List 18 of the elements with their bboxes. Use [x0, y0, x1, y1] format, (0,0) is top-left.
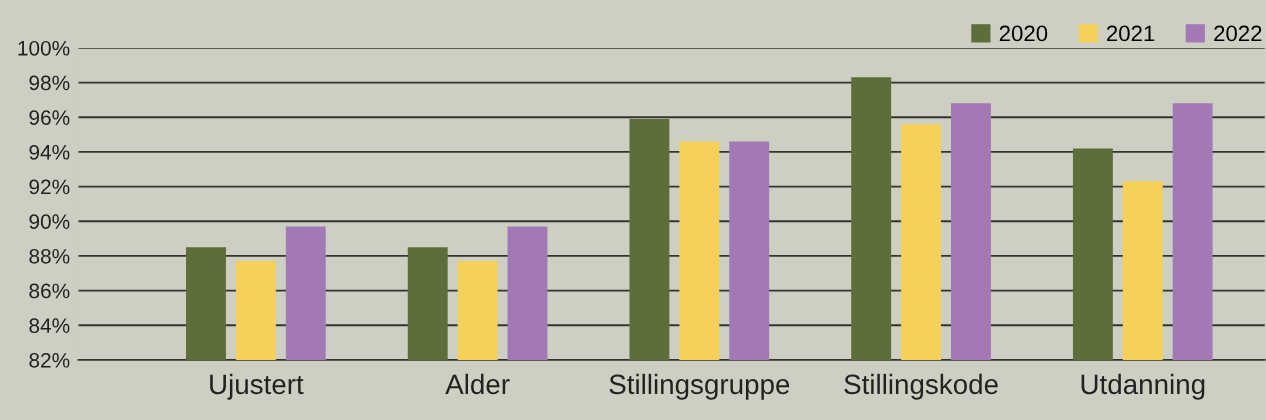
y-tick-label: 82% — [29, 352, 70, 368]
x-tick-label: Stillingsgruppe — [609, 373, 790, 400]
y-tick-label: 88% — [29, 248, 70, 264]
x-tick-label: Ujustert — [210, 373, 304, 400]
y-tick-label: 84% — [29, 318, 70, 334]
y-tick-label: 98% — [29, 75, 70, 91]
y-tick-label: 92% — [29, 179, 70, 195]
y-tick-label: 94% — [29, 144, 70, 160]
y-tick-label: 100% — [18, 40, 70, 56]
y-tick-label: 96% — [29, 110, 70, 125]
x-tick-label: Utdanning — [1081, 373, 1205, 400]
legend-label: 2020 — [999, 25, 1048, 42]
y-tick-label: 86% — [29, 283, 70, 299]
x-tick-label: Alder — [445, 373, 510, 395]
y-tick-label: 90% — [29, 214, 70, 229]
legend-label: 2021 — [1106, 25, 1155, 42]
legend-label: 2022 — [1214, 25, 1262, 42]
x-tick-label: Stillingskode — [844, 373, 998, 400]
